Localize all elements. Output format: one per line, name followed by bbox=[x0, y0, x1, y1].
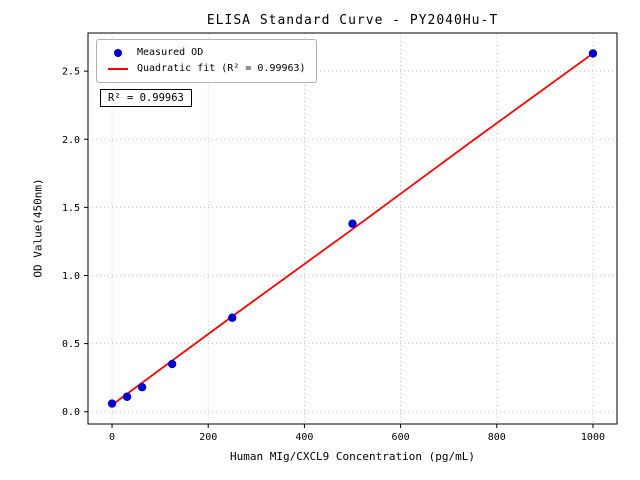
y-tick-label: 2.5 bbox=[62, 67, 80, 78]
plot-frame bbox=[87, 32, 618, 425]
legend-marker-column bbox=[105, 49, 131, 57]
y-tick-label: 0.5 bbox=[62, 339, 80, 350]
data-point bbox=[228, 313, 237, 322]
data-point bbox=[107, 399, 117, 408]
legend-label-quadratic-fit: Quadratic fit (R² = 0.99963) bbox=[137, 63, 306, 74]
y-tick-label: 1.0 bbox=[62, 271, 80, 282]
y-tick-label: 1.5 bbox=[62, 203, 80, 214]
x-tick-label: 600 bbox=[392, 432, 410, 443]
legend-item-quadratic-fit: Quadratic fit (R² = 0.99963) bbox=[105, 61, 306, 77]
y-axis-label: OD Value(450nm) bbox=[31, 178, 45, 278]
measured-od-dot-icon bbox=[114, 49, 122, 57]
legend-label-measured-od: Measured OD bbox=[137, 47, 204, 58]
fit-line-icon bbox=[108, 68, 128, 70]
data-point bbox=[122, 392, 132, 401]
x-tick-label: 400 bbox=[295, 432, 313, 443]
legend-item-measured-od: Measured OD bbox=[105, 45, 306, 61]
data-point bbox=[137, 383, 147, 392]
legend: Measured OD Quadratic fit (R² = 0.99963) bbox=[96, 39, 317, 83]
x-axis-label: Human MIg/CXCL9 Concentration (pg/mL) bbox=[229, 450, 476, 463]
x-tick-label: 0 bbox=[109, 432, 115, 443]
data-point bbox=[588, 49, 598, 58]
data-point bbox=[348, 219, 357, 228]
r-squared-annotation: R² = 0.99963 bbox=[100, 89, 192, 107]
data-point bbox=[167, 359, 177, 369]
y-tick-label: 2.0 bbox=[62, 135, 80, 146]
fit-line bbox=[111, 52, 594, 406]
x-tick-label: 800 bbox=[488, 432, 506, 443]
chart-title: ELISA Standard Curve - PY2040Hu-T bbox=[206, 13, 499, 28]
y-tick-label: 0.0 bbox=[62, 407, 80, 418]
x-tick-label: 1000 bbox=[581, 432, 605, 443]
legend-marker-column bbox=[105, 68, 131, 70]
x-tick-label: 200 bbox=[199, 432, 217, 443]
